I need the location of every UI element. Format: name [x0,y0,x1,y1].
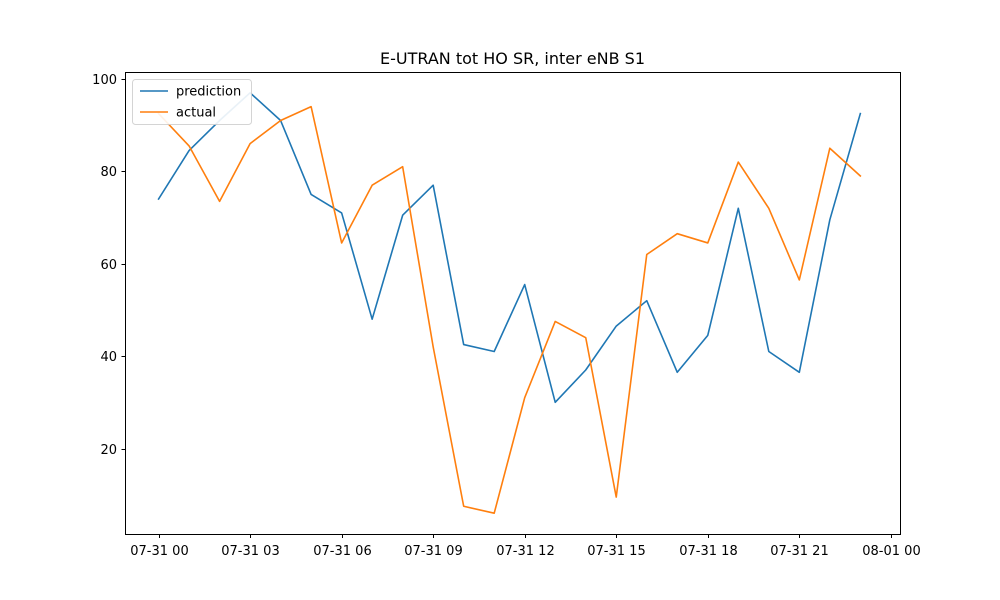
x-tick-label: 07-31 06 [313,544,371,559]
y-tick-label: 80 [100,165,117,180]
x-axis: 07-31 00 07-31 03 07-31 06 07-31 09 07-31 12… [130,534,921,559]
x-tick-label: 07-31 03 [221,544,279,559]
y-tick-label: 20 [100,443,117,458]
x-tick-label: 07-31 00 [130,544,188,559]
x-tick-label: 07-31 09 [404,544,462,559]
series-line-actual [157,105,862,515]
x-tick-label: 07-31 12 [496,544,554,559]
legend-label-actual: actual [176,106,216,121]
legend: prediction actual [132,79,252,125]
series-line-prediction [157,91,862,404]
x-tick-label: 07-31 18 [679,544,737,559]
plot-area-frame [125,72,901,535]
x-tick-label: 07-31 15 [587,544,645,559]
x-tick-label: 07-31 21 [770,544,828,559]
chart-title: E-UTRAN tot HO SR, inter eNB S1 [380,49,645,68]
legend-label-prediction: prediction [176,85,241,100]
series-layer [157,91,862,515]
x-tick-label: 08-01 00 [862,544,920,559]
y-tick-label: 100 [92,73,117,88]
y-tick-label: 60 [100,258,117,273]
y-tick-label: 40 [100,350,117,365]
y-axis: 20 40 60 80 100 [92,73,126,458]
